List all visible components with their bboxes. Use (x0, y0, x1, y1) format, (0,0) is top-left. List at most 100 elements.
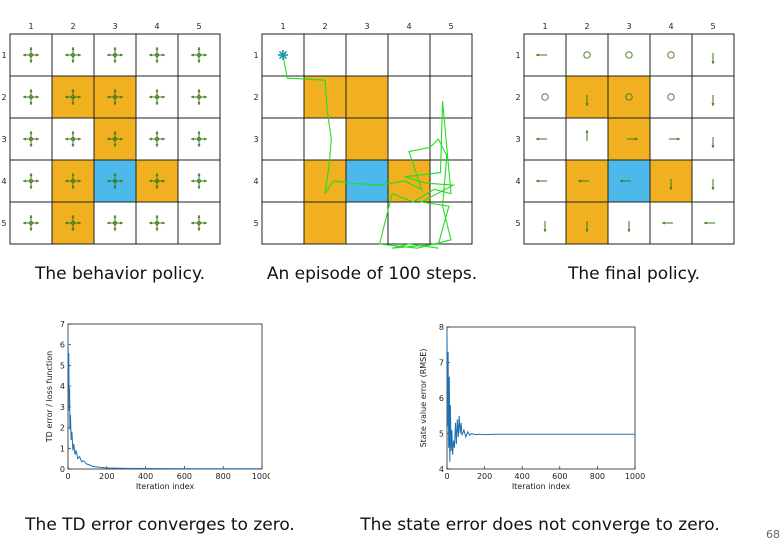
arrow-head (23, 179, 26, 183)
stay-marker (196, 53, 201, 58)
arrow-head (71, 131, 75, 134)
arrow-head (71, 173, 75, 176)
arrow-head (29, 47, 33, 50)
uniform-policy-arrows (149, 47, 165, 63)
arrow-head (155, 228, 159, 231)
arrow-head (635, 137, 638, 141)
arrow-head (197, 186, 201, 189)
y-tick-label: 8 (439, 323, 444, 332)
arrow-head (29, 89, 33, 92)
arrow-head (113, 89, 117, 92)
arrow-head (113, 173, 117, 176)
state-error-caption: The state error does not converge to zer… (360, 515, 720, 535)
arrow-head (197, 89, 201, 92)
grid-cell (177, 201, 221, 245)
arrow-head (204, 221, 207, 225)
arrow-head (107, 137, 110, 141)
arrow-head (155, 102, 159, 105)
forbidden-cell (607, 75, 651, 119)
y-tick-label: 4 (60, 382, 65, 391)
arrow-head (29, 173, 33, 176)
stay-marker (28, 220, 33, 225)
arrow-head (29, 186, 33, 189)
star-stroke (278, 50, 288, 60)
arrow-head (149, 53, 152, 57)
uniform-policy-arrows (23, 173, 39, 189)
stay-icon (625, 51, 633, 59)
y-tick-label: 7 (439, 359, 444, 368)
arrow-head (543, 229, 547, 232)
arrow-head (197, 131, 201, 134)
arrow-head (155, 60, 159, 63)
stay-marker (71, 178, 76, 183)
arrow-head (120, 95, 123, 99)
arrow-head (536, 179, 539, 183)
arrow-head (71, 144, 75, 147)
arrow-head (71, 47, 75, 50)
col-label: 3 (626, 22, 631, 31)
arrow-head (585, 103, 589, 106)
stay-marker (196, 95, 201, 100)
arrow-head (71, 60, 75, 63)
y-axis-label: TD error / loss function (45, 351, 54, 443)
grid-cell (345, 33, 389, 77)
arrow-head (29, 102, 33, 105)
grid-cell (303, 33, 347, 77)
arrow-head (191, 137, 194, 141)
uniform-policy-arrows (191, 215, 207, 231)
arrow-head (585, 130, 589, 133)
arrow-head (162, 95, 165, 99)
forbidden-cell (303, 159, 347, 203)
x-tick-label: 1000 (252, 472, 270, 481)
arrow-head (120, 53, 123, 57)
series-line (67, 334, 262, 470)
x-tick-label: 0 (444, 472, 449, 481)
row-label: 3 (253, 135, 258, 144)
arrow-head (585, 229, 589, 232)
row-label: 2 (253, 93, 258, 102)
plot-area (446, 326, 636, 470)
grid-cell (523, 75, 567, 119)
uniform-policy-arrows (191, 173, 207, 189)
grid-cell (565, 33, 609, 77)
arrow-head (620, 179, 623, 183)
x-tick-label: 1000 (625, 472, 645, 481)
grid-cell (649, 33, 693, 77)
arrow-head (627, 229, 631, 232)
forbidden-cell (345, 75, 389, 119)
grid-cell (261, 201, 305, 245)
grid-cell (261, 159, 305, 203)
col-label: 1 (542, 22, 547, 31)
arrow-head (113, 47, 117, 50)
behavior-policy-panel: 1 2 3 4 5 1 2 3 4 5 (0, 18, 240, 250)
arrow-head (36, 53, 39, 57)
col-label: 1 (280, 22, 285, 31)
grid-cell (387, 117, 431, 161)
arrow-head (65, 53, 68, 57)
arrow-head (71, 102, 75, 105)
arrow-head (578, 179, 581, 183)
stay-marker (196, 137, 201, 142)
arrow-head (155, 173, 159, 176)
arrow-head (162, 179, 165, 183)
uniform-policy-arrows (191, 47, 207, 63)
x-tick-label: 200 (99, 472, 114, 481)
grid-cell (135, 117, 179, 161)
stay-marker (196, 220, 201, 225)
arrow-head (107, 179, 110, 183)
arrow-head (65, 221, 68, 225)
arrow-head (65, 137, 68, 141)
arrow-head (113, 186, 117, 189)
arrow-head (113, 60, 117, 63)
arrow-head (191, 221, 194, 225)
uniform-policy-arrows (65, 89, 81, 105)
arrow-head (71, 215, 75, 218)
behavior-policy-grid: 1 2 3 4 5 1 2 3 4 5 (1, 22, 221, 245)
arrow-head (113, 228, 117, 231)
arrow-head (191, 95, 194, 99)
stay-marker (71, 53, 76, 58)
arrow-head (155, 47, 159, 50)
arrow-head (711, 103, 715, 106)
stay-marker (154, 220, 159, 225)
stay-marker (113, 53, 118, 58)
